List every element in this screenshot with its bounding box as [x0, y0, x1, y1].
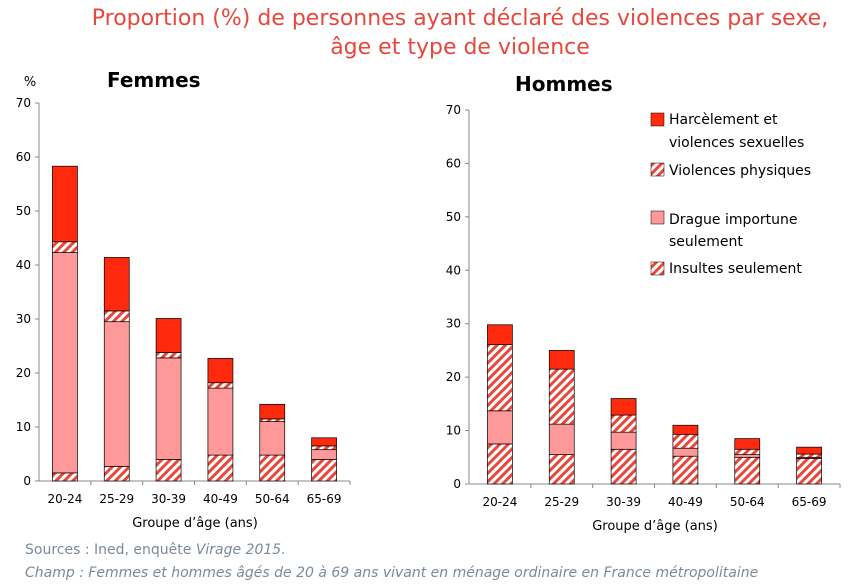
bar-segment-harcelement [311, 437, 337, 447]
x-tick-label: 30-39 [606, 495, 641, 509]
legend-label-insultes: Insultes seulement [669, 261, 802, 277]
bar-segment-harcelement [103, 257, 130, 312]
legend-swatch-drague [650, 210, 665, 225]
bar-segment-insultes [52, 472, 78, 482]
y-unit-label: % [24, 75, 36, 90]
bar-segment-physiques [734, 448, 761, 455]
bar-segment-harcelement [259, 403, 286, 420]
footer-sources-italic: Virage 2015. [195, 542, 286, 558]
y-tick-label: 70 [446, 103, 461, 117]
bar-segment-insultes [672, 455, 699, 485]
y-tick-label: 30 [446, 317, 461, 331]
bar-segment-physiques [207, 382, 234, 389]
y-tick-label: 20 [16, 366, 31, 380]
bar-segment-harcelement [487, 324, 513, 345]
chart-title-line-1: Proportion (%) de personnes ayant déclar… [91, 6, 829, 31]
footer-sources: Sources : Ined, enquête Virage 2015. [25, 542, 286, 558]
bar-segment-drague [207, 387, 234, 456]
chart-title: Proportion (%) de personnes ayant déclar… [60, 4, 860, 62]
y-tick-label: 10 [16, 420, 31, 434]
bar-segment-drague [52, 252, 78, 474]
bar-segment-insultes [259, 454, 286, 482]
bar-segment-physiques [311, 445, 337, 451]
bar-segment-physiques [672, 433, 699, 449]
panel-title-femmes: Femmes [107, 68, 201, 92]
x-tick-label: 40-49 [668, 495, 703, 509]
x-tick-label: 25-29 [544, 495, 579, 509]
x-tick-label: 65-69 [792, 495, 827, 509]
bar-segment-drague [487, 410, 513, 445]
y-tick-label: 70 [16, 96, 31, 110]
bar-segment-physiques [259, 418, 286, 422]
bar-segment-harcelement [52, 165, 78, 243]
bar-segment-harcelement [207, 358, 234, 384]
y-tick-label: 50 [16, 204, 31, 218]
x-tick-label: 20-24 [47, 492, 82, 506]
legend-label-physiques: Violences physiques [669, 163, 811, 179]
footer-sources-prefix: Sources : Ined, enquête [25, 542, 196, 558]
bar-segment-insultes [103, 466, 130, 482]
y-tick-label: 10 [446, 424, 461, 438]
bar-segment-insultes [734, 456, 761, 485]
y-tick-label: 60 [446, 156, 461, 170]
x-tick-label: 20-24 [482, 495, 517, 509]
bar-segment-harcelement [610, 398, 637, 416]
y-tick-label: 0 [23, 474, 31, 488]
bar-segment-harcelement [548, 350, 575, 370]
bar-segment-insultes [548, 454, 575, 485]
bar-segment-insultes [487, 443, 513, 485]
bar-segment-harcelement [672, 424, 699, 435]
bar-segment-physiques [155, 352, 182, 359]
footer-champ: Champ : Femmes et hommes âgés de 20 à 69… [25, 565, 759, 581]
legend-label-harcelement-line2: violences sexuelles [669, 135, 804, 151]
bar-segment-physiques [103, 310, 130, 323]
x-axis-title-hommes: Groupe d’âge (ans) [592, 519, 718, 534]
legend-swatch-harcelement [650, 112, 665, 127]
y-tick-label: 20 [446, 370, 461, 384]
x-tick-label: 50-64 [730, 495, 765, 509]
bar-segment-physiques [610, 414, 637, 433]
y-tick-label: 40 [446, 263, 461, 277]
bar-segment-drague [103, 321, 130, 467]
legend-swatch-physiques [650, 162, 665, 177]
bar-segment-insultes [155, 459, 182, 482]
bar-segment-harcelement [155, 318, 182, 353]
bar-segment-drague [734, 454, 761, 458]
y-tick-label: 0 [453, 477, 461, 491]
x-tick-label: 30-39 [151, 492, 186, 506]
legend-label-drague: Drague importune [669, 212, 798, 228]
chart-title-line-2: âge et type de violence [330, 35, 590, 60]
legend-label-drague-line2: seulement [669, 234, 743, 250]
y-tick-label: 40 [16, 258, 31, 272]
panel-title-hommes: Hommes [515, 72, 613, 96]
x-tick-label: 40-49 [203, 492, 238, 506]
bar-segment-drague [548, 423, 575, 455]
y-tick-label: 50 [446, 210, 461, 224]
bar-segment-physiques [796, 453, 822, 458]
bar-segment-physiques [52, 241, 78, 253]
x-tick-label: 25-29 [99, 492, 134, 506]
legend-swatch-insultes [650, 261, 665, 276]
bar-segment-insultes [610, 448, 637, 485]
bar-segment-physiques [487, 344, 513, 412]
bar-segment-drague [259, 421, 286, 456]
legend-label-harcelement: Harcèlement et [669, 112, 778, 128]
bar-segment-harcelement [734, 438, 761, 450]
bar-segment-drague [610, 431, 637, 450]
x-tick-label: 65-69 [307, 492, 342, 506]
y-tick-label: 60 [16, 150, 31, 164]
x-axis-title-femmes: Groupe d’âge (ans) [132, 516, 258, 531]
bar-segment-harcelement [796, 446, 822, 455]
x-tick-label: 50-64 [255, 492, 290, 506]
bar-segment-drague [672, 447, 699, 457]
y-tick-label: 30 [16, 312, 31, 326]
bar-segment-drague [311, 449, 337, 460]
bar-segment-physiques [548, 368, 575, 425]
bar-segment-insultes [311, 459, 337, 482]
bar-segment-drague [155, 357, 182, 460]
bar-segment-insultes [207, 454, 234, 482]
bar-segment-insultes [796, 458, 822, 485]
